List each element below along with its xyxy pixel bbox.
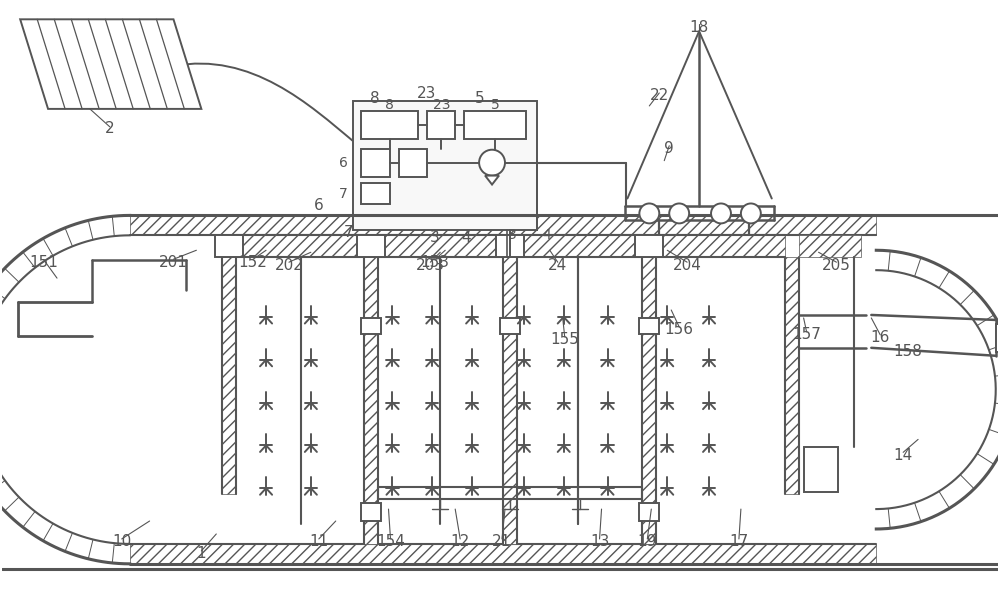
Text: 22: 22: [650, 88, 669, 104]
Text: 3: 3: [429, 230, 439, 245]
Bar: [378, 235, 503, 257]
Text: 7: 7: [339, 186, 348, 200]
Text: 18: 18: [689, 20, 709, 35]
Text: 17: 17: [729, 535, 749, 549]
Text: 154: 154: [376, 535, 405, 549]
Bar: [215, 235, 243, 257]
Circle shape: [741, 204, 761, 223]
Text: 6: 6: [339, 156, 348, 170]
Text: 23: 23: [433, 98, 450, 112]
Bar: [799, 235, 861, 257]
Text: 202: 202: [275, 257, 303, 273]
Bar: [357, 235, 385, 257]
Bar: [130, 544, 876, 564]
Bar: [361, 111, 418, 139]
Bar: [804, 447, 838, 492]
Text: A: A: [748, 210, 753, 216]
Bar: [639, 318, 659, 334]
Text: 153: 153: [421, 255, 450, 270]
Text: 10: 10: [112, 535, 131, 549]
Text: 13: 13: [590, 535, 609, 549]
Bar: [361, 183, 390, 205]
Text: 5: 5: [491, 98, 499, 112]
Text: 201: 201: [159, 255, 188, 270]
Text: 9: 9: [664, 141, 674, 156]
Text: 24: 24: [548, 257, 567, 273]
Text: 12: 12: [451, 535, 470, 549]
Text: A: A: [647, 210, 652, 216]
Text: 155: 155: [550, 332, 579, 348]
Text: 203: 203: [416, 257, 445, 273]
Bar: [222, 257, 236, 494]
Bar: [361, 149, 390, 177]
Bar: [656, 235, 785, 257]
Text: 2: 2: [105, 121, 115, 136]
Text: 205: 205: [822, 257, 851, 273]
Bar: [996, 324, 1000, 352]
Bar: [500, 318, 520, 334]
Text: 156: 156: [665, 322, 694, 337]
Polygon shape: [485, 175, 499, 185]
Text: 157: 157: [792, 327, 821, 343]
Text: 151: 151: [30, 255, 59, 270]
Text: 21: 21: [492, 535, 512, 549]
Text: 11: 11: [309, 535, 328, 549]
Bar: [785, 257, 799, 494]
Bar: [503, 257, 517, 544]
Text: 4: 4: [542, 228, 551, 242]
Bar: [361, 503, 381, 521]
Bar: [496, 235, 524, 257]
Bar: [236, 235, 364, 257]
Bar: [635, 235, 663, 257]
Bar: [353, 101, 537, 230]
Bar: [361, 318, 381, 334]
Text: 152: 152: [239, 255, 268, 270]
Circle shape: [639, 204, 659, 223]
Bar: [642, 257, 656, 544]
Text: 8: 8: [370, 91, 379, 107]
Text: 7: 7: [344, 225, 354, 240]
Bar: [399, 149, 427, 177]
Circle shape: [669, 204, 689, 223]
Bar: [517, 235, 642, 257]
Text: 3: 3: [508, 228, 516, 242]
Text: 204: 204: [673, 257, 702, 273]
Text: 16: 16: [871, 330, 890, 345]
Circle shape: [711, 204, 731, 223]
Text: 23: 23: [417, 86, 436, 102]
Text: 14: 14: [894, 448, 913, 463]
Bar: [427, 111, 455, 139]
Text: 19: 19: [638, 535, 657, 549]
Text: 158: 158: [894, 345, 923, 359]
Bar: [364, 257, 378, 544]
Bar: [639, 503, 659, 521]
Text: 8: 8: [385, 98, 394, 112]
Bar: [130, 215, 876, 235]
Text: 5: 5: [475, 91, 485, 107]
Text: 1: 1: [197, 546, 206, 562]
Text: 6: 6: [314, 198, 324, 213]
Circle shape: [479, 150, 505, 175]
Bar: [464, 111, 526, 139]
Polygon shape: [20, 19, 201, 109]
Text: 4: 4: [461, 230, 471, 245]
